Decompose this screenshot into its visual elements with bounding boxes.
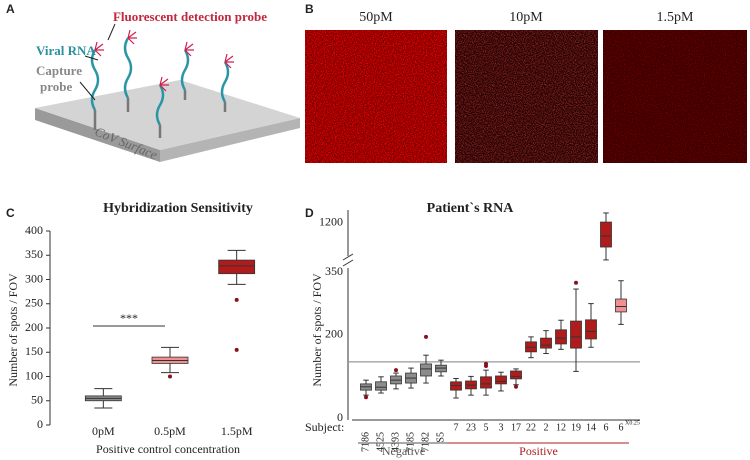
micrograph-noise bbox=[305, 30, 447, 163]
y-tick-label: 400 bbox=[25, 223, 43, 237]
x-tick-label: 1.5pM bbox=[221, 424, 253, 438]
box bbox=[218, 259, 256, 275]
capture-label: Capture bbox=[36, 63, 82, 78]
image-label: 50pM bbox=[359, 10, 393, 25]
x-tick-label: 4393 bbox=[390, 432, 401, 452]
y-tick-label: 350 bbox=[25, 247, 43, 261]
image-label: 1.5pM bbox=[657, 10, 695, 25]
x-tick-label: 7185 bbox=[405, 432, 416, 452]
fluorescent-label: Fluorescent detection probe bbox=[113, 9, 267, 24]
x-tick-label: 2 bbox=[544, 422, 549, 433]
y-tick-label: 0 bbox=[337, 410, 343, 424]
x-tick-label: S5 bbox=[435, 432, 446, 443]
box bbox=[420, 363, 432, 377]
x-tick-label: 12 bbox=[556, 422, 566, 433]
panel-letter: D bbox=[305, 206, 314, 220]
box bbox=[615, 298, 627, 313]
y-tick-label: 50 bbox=[31, 393, 43, 407]
x-tick-label: 4525 bbox=[375, 432, 386, 452]
box bbox=[480, 376, 492, 389]
outlier bbox=[514, 384, 518, 389]
outlier bbox=[394, 368, 398, 373]
axis-break bbox=[342, 259, 354, 267]
x-tick-label: 7182 bbox=[420, 432, 431, 452]
image-label: 10pM bbox=[509, 10, 543, 25]
box bbox=[510, 370, 522, 380]
fluor-bursts bbox=[94, 29, 234, 92]
x-axis-label: Positive control concentration bbox=[96, 442, 240, 456]
x-tick-label: 7 bbox=[454, 422, 459, 433]
outlier bbox=[574, 280, 578, 285]
micrograph-noise bbox=[603, 30, 747, 163]
panel-letter: C bbox=[6, 206, 15, 220]
y-axis-label: Number of spots / FOV bbox=[310, 273, 324, 387]
viral-label: Viral RNA bbox=[36, 43, 96, 58]
x-tick-label: 6 bbox=[604, 422, 609, 433]
capture-label: probe bbox=[40, 79, 72, 94]
x-tick-label: 14 bbox=[586, 422, 596, 433]
y-tick-label: 200 bbox=[25, 320, 43, 334]
y-tick-label: 200 bbox=[325, 327, 343, 341]
outlier bbox=[364, 395, 368, 400]
y-tick-label: 0 bbox=[37, 417, 43, 431]
x-tick-label: 6 bbox=[619, 422, 624, 433]
x-tick-label: 23 bbox=[466, 422, 476, 433]
y-tick-label: 250 bbox=[25, 296, 43, 310]
strands bbox=[90, 37, 230, 138]
y-tick-label: 1200 bbox=[319, 214, 343, 228]
axis-break bbox=[342, 253, 354, 261]
y-axis-label: Number of spots / FOV bbox=[6, 273, 20, 387]
scaled-note: X0.25 bbox=[625, 420, 640, 426]
surface-side bbox=[35, 108, 160, 162]
x-tick-label: 17 bbox=[511, 422, 521, 433]
outlier bbox=[424, 334, 428, 339]
outlier bbox=[234, 347, 239, 352]
box bbox=[555, 329, 567, 345]
significance-label: *** bbox=[120, 311, 138, 325]
box bbox=[570, 320, 582, 349]
panel-letter: A bbox=[6, 2, 15, 16]
subject-label: Subject: bbox=[305, 420, 344, 434]
box bbox=[540, 337, 552, 349]
x-tick-label: 5 bbox=[484, 422, 489, 433]
box bbox=[585, 319, 597, 340]
x-tick-label: 0.5pM bbox=[154, 424, 186, 438]
surface-top bbox=[35, 80, 300, 150]
y-tick-label: 300 bbox=[25, 271, 43, 285]
box bbox=[600, 221, 612, 248]
y-tick-label: 100 bbox=[25, 368, 43, 382]
x-tick-label: 7186 bbox=[360, 432, 371, 452]
x-tick-label: 19 bbox=[571, 422, 581, 433]
chart-title: Hybridization Sensitivity bbox=[103, 201, 253, 216]
arrows bbox=[79, 23, 116, 101]
surface-side bbox=[160, 118, 300, 162]
outlier bbox=[168, 374, 172, 379]
x-tick-label: 22 bbox=[526, 422, 536, 433]
y-tick-label: 150 bbox=[25, 344, 43, 358]
group-label: Positive bbox=[519, 444, 558, 458]
panel-b: B 50pM 10pM 1.5pM bbox=[305, 2, 747, 163]
panel-letter: B bbox=[305, 2, 314, 16]
y-tick-label: 350 bbox=[325, 264, 343, 278]
box bbox=[375, 381, 387, 391]
box bbox=[495, 375, 507, 385]
x-tick-label: 0pM bbox=[92, 424, 115, 438]
outlier bbox=[234, 297, 239, 302]
chart-title: Patient`s RNA bbox=[427, 201, 515, 216]
group-label: Negative bbox=[382, 444, 425, 458]
micrograph-noise bbox=[455, 30, 598, 163]
outlier bbox=[484, 361, 488, 366]
x-tick-label: 3 bbox=[499, 422, 504, 433]
panel-a: A CoV Surface Fluorescent detection prob… bbox=[6, 2, 300, 162]
